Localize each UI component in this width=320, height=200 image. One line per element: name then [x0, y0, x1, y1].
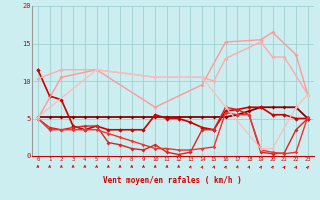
X-axis label: Vent moyen/en rafales ( km/h ): Vent moyen/en rafales ( km/h )	[103, 176, 242, 185]
